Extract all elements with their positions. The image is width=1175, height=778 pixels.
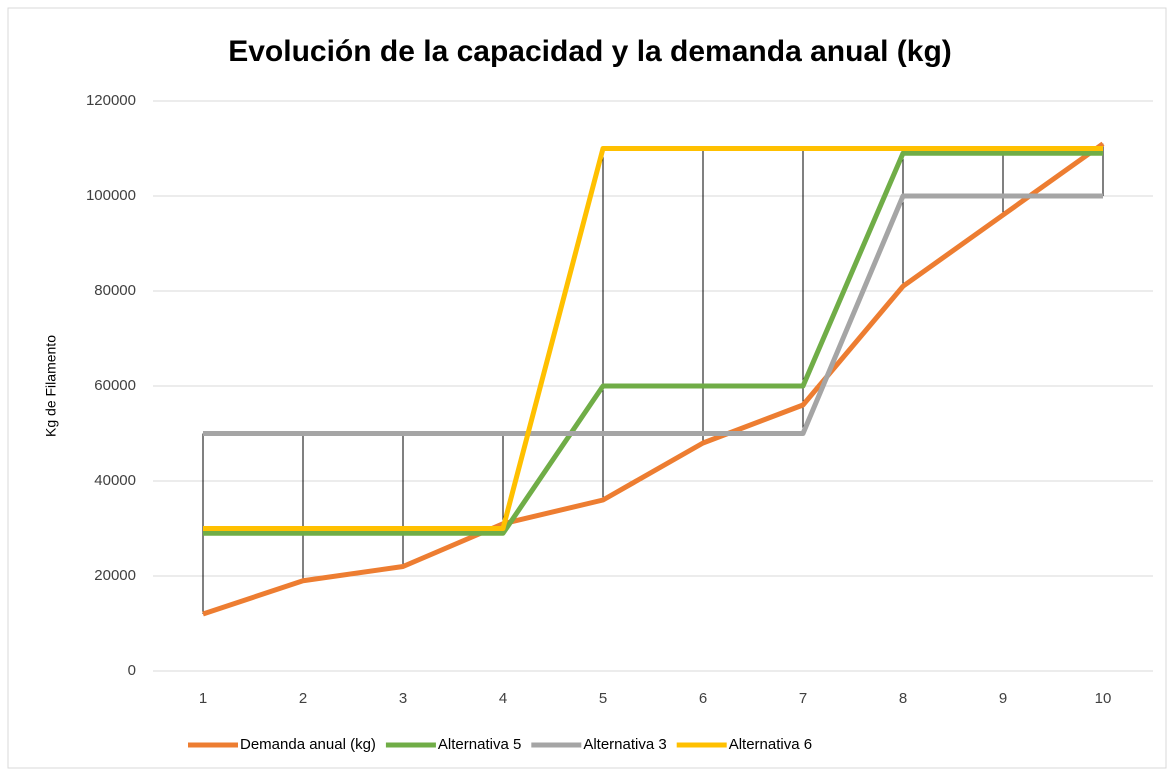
series-line [203, 146, 1103, 531]
y-tick-label: 0 [128, 662, 136, 679]
x-tick-label: 6 [699, 690, 707, 707]
chart-title: Evolución de la capacidad y la demanda a… [228, 35, 952, 68]
x-tick-label: 5 [599, 690, 607, 707]
legend-label: Alternativa 6 [729, 736, 812, 753]
y-tick-label: 40000 [94, 472, 136, 489]
y-axis-label: Kg de Filamento [43, 335, 59, 437]
series-line [202, 141, 1105, 617]
legend-label: Demanda anual (kg) [240, 736, 376, 753]
series-line [203, 193, 1103, 436]
y-tick-label: 80000 [94, 282, 136, 299]
y-tick-label: 20000 [94, 567, 136, 584]
chart-border [7, 7, 1167, 769]
y-tick-label: 100000 [86, 187, 136, 204]
y-tick-label: 60000 [94, 377, 136, 394]
x-tick-label: 1 [199, 690, 207, 707]
x-tick-label: 3 [399, 690, 407, 707]
legend-label: Alternativa 3 [583, 736, 666, 753]
x-tick-label: 7 [799, 690, 807, 707]
x-tick-label: 9 [999, 690, 1007, 707]
x-tick-label: 2 [299, 690, 307, 707]
series-line [203, 150, 1103, 536]
legend-label: Alternativa 5 [438, 736, 521, 753]
x-tick-label: 10 [1095, 690, 1112, 707]
y-tick-label: 120000 [86, 92, 136, 109]
x-tick-label: 4 [499, 690, 507, 707]
x-tick-label: 8 [899, 690, 907, 707]
